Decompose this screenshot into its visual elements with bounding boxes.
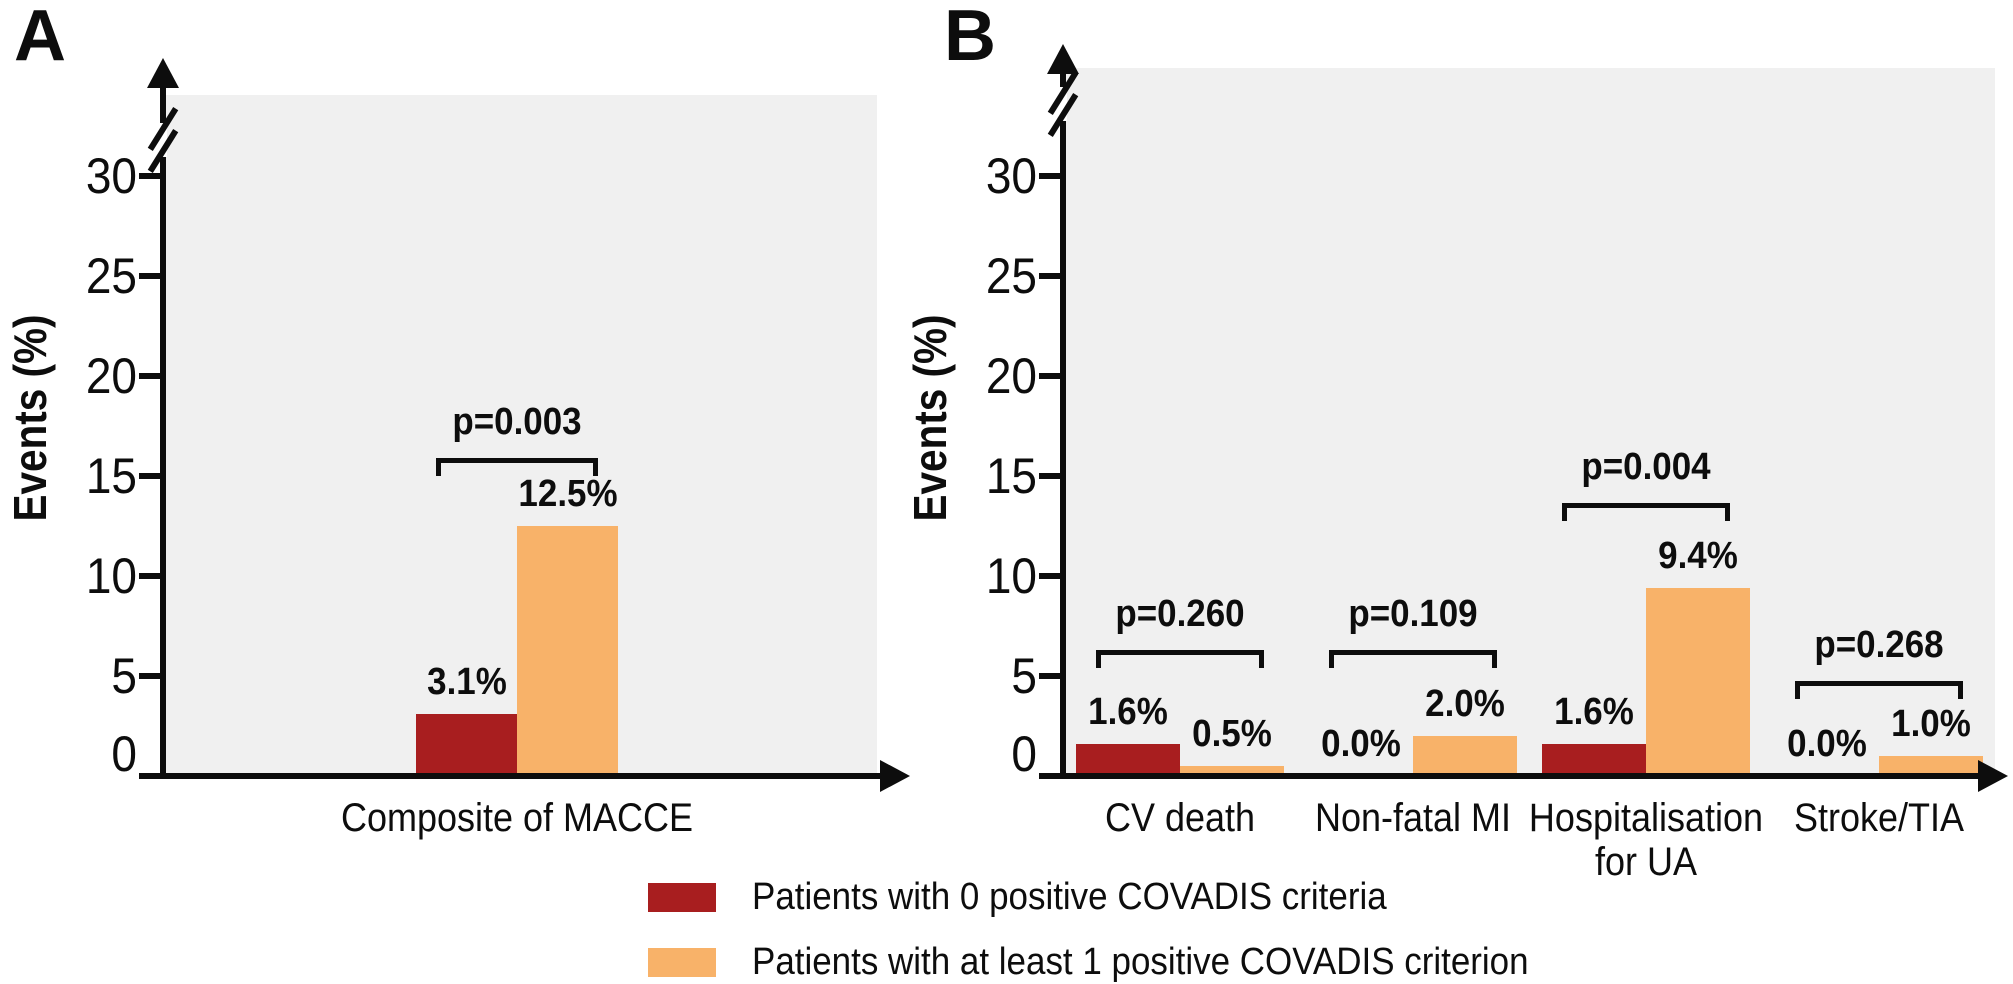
legend-swatch xyxy=(648,948,716,977)
legend-swatch xyxy=(648,883,716,912)
x-axis xyxy=(1039,773,1982,779)
y-tick-label: 0 xyxy=(111,726,137,782)
axis-break-gap xyxy=(1059,87,1067,121)
category-label: CV death xyxy=(1105,796,1255,840)
value-label: 1.6% xyxy=(1554,691,1634,733)
y-tick-label: 10 xyxy=(985,548,1037,604)
value-label: 12.5% xyxy=(518,473,618,515)
value-label: 0.0% xyxy=(1321,723,1401,765)
value-label: 1.0% xyxy=(1891,703,1971,745)
bar xyxy=(416,714,517,778)
y-axis xyxy=(1060,58,1066,779)
y-tick xyxy=(139,273,163,279)
category-label: Hospitalisation for UA xyxy=(1529,796,1763,884)
y-tick xyxy=(139,173,163,179)
y-tick-label: 20 xyxy=(985,348,1037,404)
x-axis-arrow-icon xyxy=(1978,760,2008,792)
category-label-line: Stroke/TIA xyxy=(1793,796,1965,840)
category-label-line: CV death xyxy=(1104,796,1256,840)
y-tick xyxy=(139,573,163,579)
panel-letter: A xyxy=(14,0,66,76)
x-axis xyxy=(139,773,884,779)
y-tick-label: 15 xyxy=(985,448,1037,504)
p-value-label: p=0.268 xyxy=(1814,624,1944,666)
p-value-label: p=0.003 xyxy=(452,401,582,443)
p-value-bracket xyxy=(1562,503,1730,521)
p-value-bracket xyxy=(436,458,598,476)
value-label: 9.4% xyxy=(1658,535,1738,577)
y-axis xyxy=(160,72,166,779)
y-tick xyxy=(1039,273,1063,279)
y-tick xyxy=(1039,373,1063,379)
y-tick-label: 15 xyxy=(85,448,137,504)
y-tick-label: 20 xyxy=(85,348,137,404)
y-tick-label: 25 xyxy=(985,248,1037,304)
value-label: 0.0% xyxy=(1787,723,1867,765)
p-value-label: p=0.260 xyxy=(1115,593,1245,635)
y-tick xyxy=(1039,473,1063,479)
value-label: 0.5% xyxy=(1192,713,1272,755)
bar xyxy=(1879,756,1983,778)
y-tick-label: 10 xyxy=(85,548,137,604)
y-tick xyxy=(139,373,163,379)
y-tick xyxy=(139,473,163,479)
bar xyxy=(1076,744,1180,778)
y-axis-arrow-icon xyxy=(1047,44,1079,74)
y-tick-label: 30 xyxy=(85,148,137,204)
legend-label: Patients with at least 1 positive COVADI… xyxy=(752,941,1529,983)
plot-area xyxy=(1066,68,1995,776)
p-value-bracket xyxy=(1795,681,1963,699)
category-label-line: Hospitalisation xyxy=(1528,796,1764,840)
y-tick xyxy=(139,673,163,679)
y-tick-label: 0 xyxy=(1011,726,1037,782)
category-label-line: Non-fatal MI xyxy=(1314,796,1512,840)
value-label: 3.1% xyxy=(427,661,507,703)
p-value-bracket xyxy=(1329,650,1497,668)
y-tick-label: 25 xyxy=(85,248,137,304)
p-value-label: p=0.004 xyxy=(1581,446,1711,488)
y-tick xyxy=(1039,173,1063,179)
x-axis-arrow-icon xyxy=(880,760,910,792)
y-axis-arrow-icon xyxy=(147,58,179,88)
category-label: Non-fatal MI xyxy=(1315,796,1511,840)
y-tick xyxy=(1039,673,1063,679)
category-label: Composite of MACCE xyxy=(341,796,693,840)
p-value-bracket xyxy=(1096,650,1264,668)
category-label: Stroke/TIA xyxy=(1794,796,1964,840)
bar xyxy=(517,526,618,778)
legend-label: Patients with 0 positive COVADIS criteri… xyxy=(752,876,1387,918)
p-value-label: p=0.109 xyxy=(1348,593,1478,635)
axis-break-gap xyxy=(159,123,167,157)
value-label: 1.6% xyxy=(1088,691,1168,733)
y-tick-label: 30 xyxy=(985,148,1037,204)
y-tick-label: 5 xyxy=(1011,648,1037,704)
y-tick xyxy=(1039,573,1063,579)
y-tick-label: 5 xyxy=(111,648,137,704)
category-label-line: Composite of MACCE xyxy=(340,796,694,840)
value-label: 2.0% xyxy=(1425,683,1505,725)
bar xyxy=(1646,588,1750,778)
panel-letter: B xyxy=(944,0,996,76)
category-label-line: for UA xyxy=(1594,840,1698,884)
bar xyxy=(1413,736,1517,778)
bar xyxy=(1542,744,1646,778)
